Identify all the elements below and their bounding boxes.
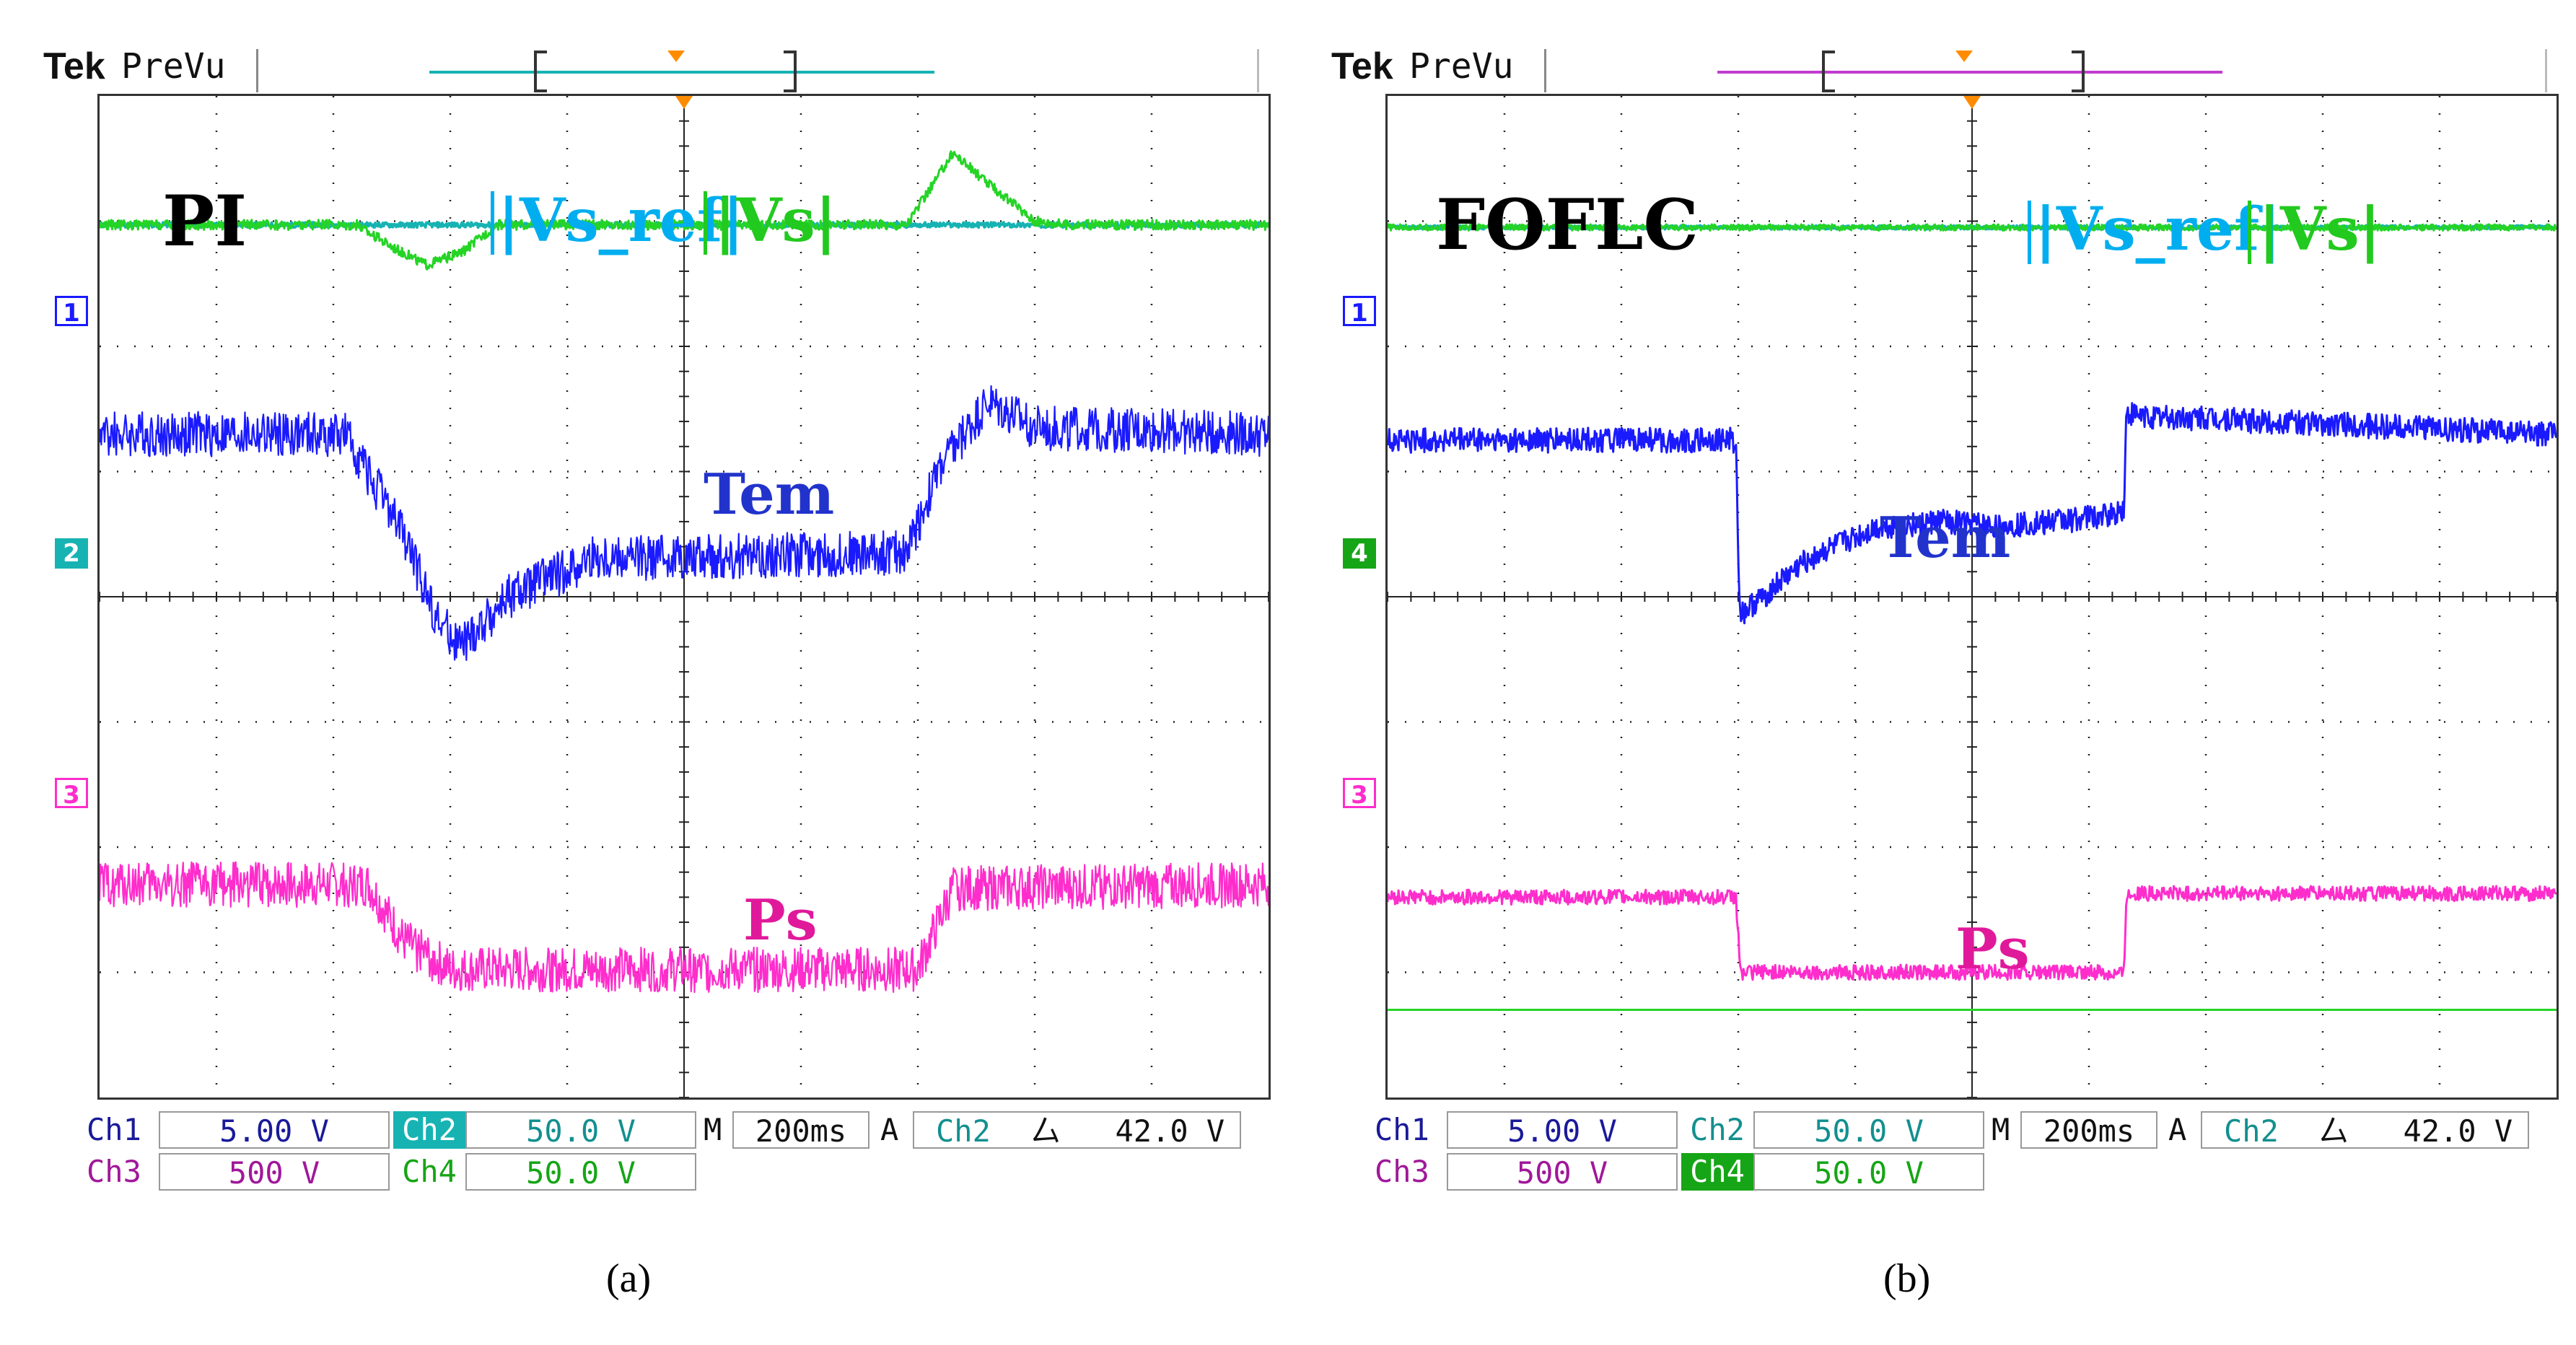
time-scale: 200ms <box>2020 1111 2157 1149</box>
ch1-marker[interactable]: 1 <box>55 296 88 328</box>
scope-screen <box>97 94 1271 1100</box>
record-window-bar <box>429 71 934 74</box>
ch3-scale: 500 V <box>159 1153 390 1191</box>
legend-vs-ref: |Vs_ref| <box>498 186 745 255</box>
ch3-marker[interactable]: 3 <box>55 778 88 810</box>
header-divider <box>1544 49 1546 92</box>
trigger-position-icon <box>667 51 685 62</box>
record-bracket-left <box>1822 51 1835 92</box>
ch2-scale: 50.0 V <box>1753 1111 1984 1149</box>
brand-label: Tek <box>43 45 105 87</box>
legend-bar <box>704 191 707 255</box>
ch1-scale: 5.00 V <box>159 1111 390 1149</box>
ch2-readout-label: Ch2 <box>393 1111 465 1149</box>
trace-label-tem: Tem <box>704 462 835 527</box>
scope-panel-a: Tek PreVu 1 2 3 PI |Vs_ref| |Vs| Tem Ps … <box>29 29 1284 1191</box>
waveform-plot <box>100 96 1269 1098</box>
record-bracket-right <box>784 51 797 92</box>
trace-label-ps: Ps <box>1955 916 2030 982</box>
time-scale: 200ms <box>732 1111 869 1149</box>
controller-label: PI <box>162 180 247 262</box>
mode-label: PreVu <box>121 46 226 87</box>
legend-bar <box>491 191 494 255</box>
brand-label: Tek <box>1331 45 1393 87</box>
trigger-readout: Ch2 ⼛ 42.0 V <box>913 1111 1241 1149</box>
ch4-scale: 50.0 V <box>1753 1153 1984 1191</box>
ch3-readout-label: Ch3 <box>87 1154 141 1189</box>
scope-screen <box>1385 94 2559 1100</box>
ch1-readout-label: Ch1 <box>1375 1112 1429 1147</box>
trigger-level: 42.0 V <box>2403 1113 2513 1149</box>
series-vs <box>100 150 1269 271</box>
ch1-readout-label: Ch1 <box>87 1112 141 1147</box>
ch1-marker[interactable]: 1 <box>1343 296 1376 328</box>
trigger-marker <box>675 96 693 109</box>
time-readout-label: M <box>704 1112 722 1147</box>
scope-panel-b: Tek PreVu 1 4 3 FOFLC |Vs_ref| |Vs| Tem … <box>1317 29 2572 1191</box>
trigger-readout-label: A <box>2168 1112 2187 1147</box>
graticule <box>100 96 1269 1098</box>
legend-vs: |Vs| <box>714 186 837 255</box>
trace-label-tem: Tem <box>1880 505 2011 571</box>
legend-bar <box>2028 201 2031 264</box>
caption-b: (b) <box>1883 1256 1931 1301</box>
trigger-readout: Ch2 ⼛ 42.0 V <box>2201 1111 2529 1149</box>
legend-vs: |Vs| <box>2259 195 2381 264</box>
record-window-bar <box>1717 71 2222 74</box>
caption-a: (a) <box>606 1256 652 1301</box>
record-bracket-right <box>2072 51 2085 92</box>
trigger-marker <box>1963 96 1981 109</box>
ch2-marker[interactable]: 2 <box>55 538 88 569</box>
ch4-marker[interactable]: 4 <box>1343 538 1376 569</box>
ch3-readout-label: Ch3 <box>1375 1154 1429 1189</box>
ch2-scale: 50.0 V <box>465 1111 696 1149</box>
mode-label: PreVu <box>1409 46 1514 87</box>
ch4-readout-label: Ch4 <box>402 1154 457 1189</box>
ch1-scale: 5.00 V <box>1447 1111 1678 1149</box>
series-tem <box>100 385 1269 661</box>
series-vs <box>1388 223 2557 232</box>
header-divider-right <box>2545 49 2547 92</box>
time-readout-label: M <box>1992 1112 2010 1147</box>
ch2-readout-label: Ch2 <box>1690 1112 1745 1147</box>
readout-panel: Ch1 5.00 V Ch2 50.0 V M 200ms A Ch2 ⼛ 42… <box>87 1111 1299 1191</box>
trigger-position-icon <box>1955 51 1973 62</box>
waveform-plot <box>1388 96 2557 1098</box>
series-ps <box>100 861 1269 994</box>
readout-panel: Ch1 5.00 V Ch2 50.0 V M 200ms A Ch2 ⼛ 42… <box>1375 1111 2576 1191</box>
ch3-scale: 500 V <box>1447 1153 1678 1191</box>
controller-label: FOFLC <box>1436 184 1699 266</box>
graticule <box>1388 96 2557 1098</box>
legend-vs-ref: |Vs_ref| <box>2035 195 2282 264</box>
trigger-source: Ch2 <box>2224 1113 2279 1149</box>
rising-edge-icon: ⼛ <box>1030 1113 1061 1149</box>
record-bracket-left <box>534 51 547 92</box>
ch4-readout-label: Ch4 <box>1681 1153 1753 1191</box>
series-tem <box>1388 402 2557 625</box>
trigger-source: Ch2 <box>936 1113 991 1149</box>
trigger-readout-label: A <box>880 1112 899 1147</box>
series-ps <box>1388 885 2557 981</box>
legend-bar <box>2248 201 2251 264</box>
trace-label-ps: Ps <box>743 888 818 953</box>
header-divider <box>256 49 258 92</box>
rising-edge-icon: ⼛ <box>2318 1113 2349 1149</box>
header-divider-right <box>1257 49 1259 92</box>
trigger-level: 42.0 V <box>1115 1113 1225 1149</box>
ch3-marker[interactable]: 3 <box>1343 778 1376 810</box>
ch4-scale: 50.0 V <box>465 1153 696 1191</box>
